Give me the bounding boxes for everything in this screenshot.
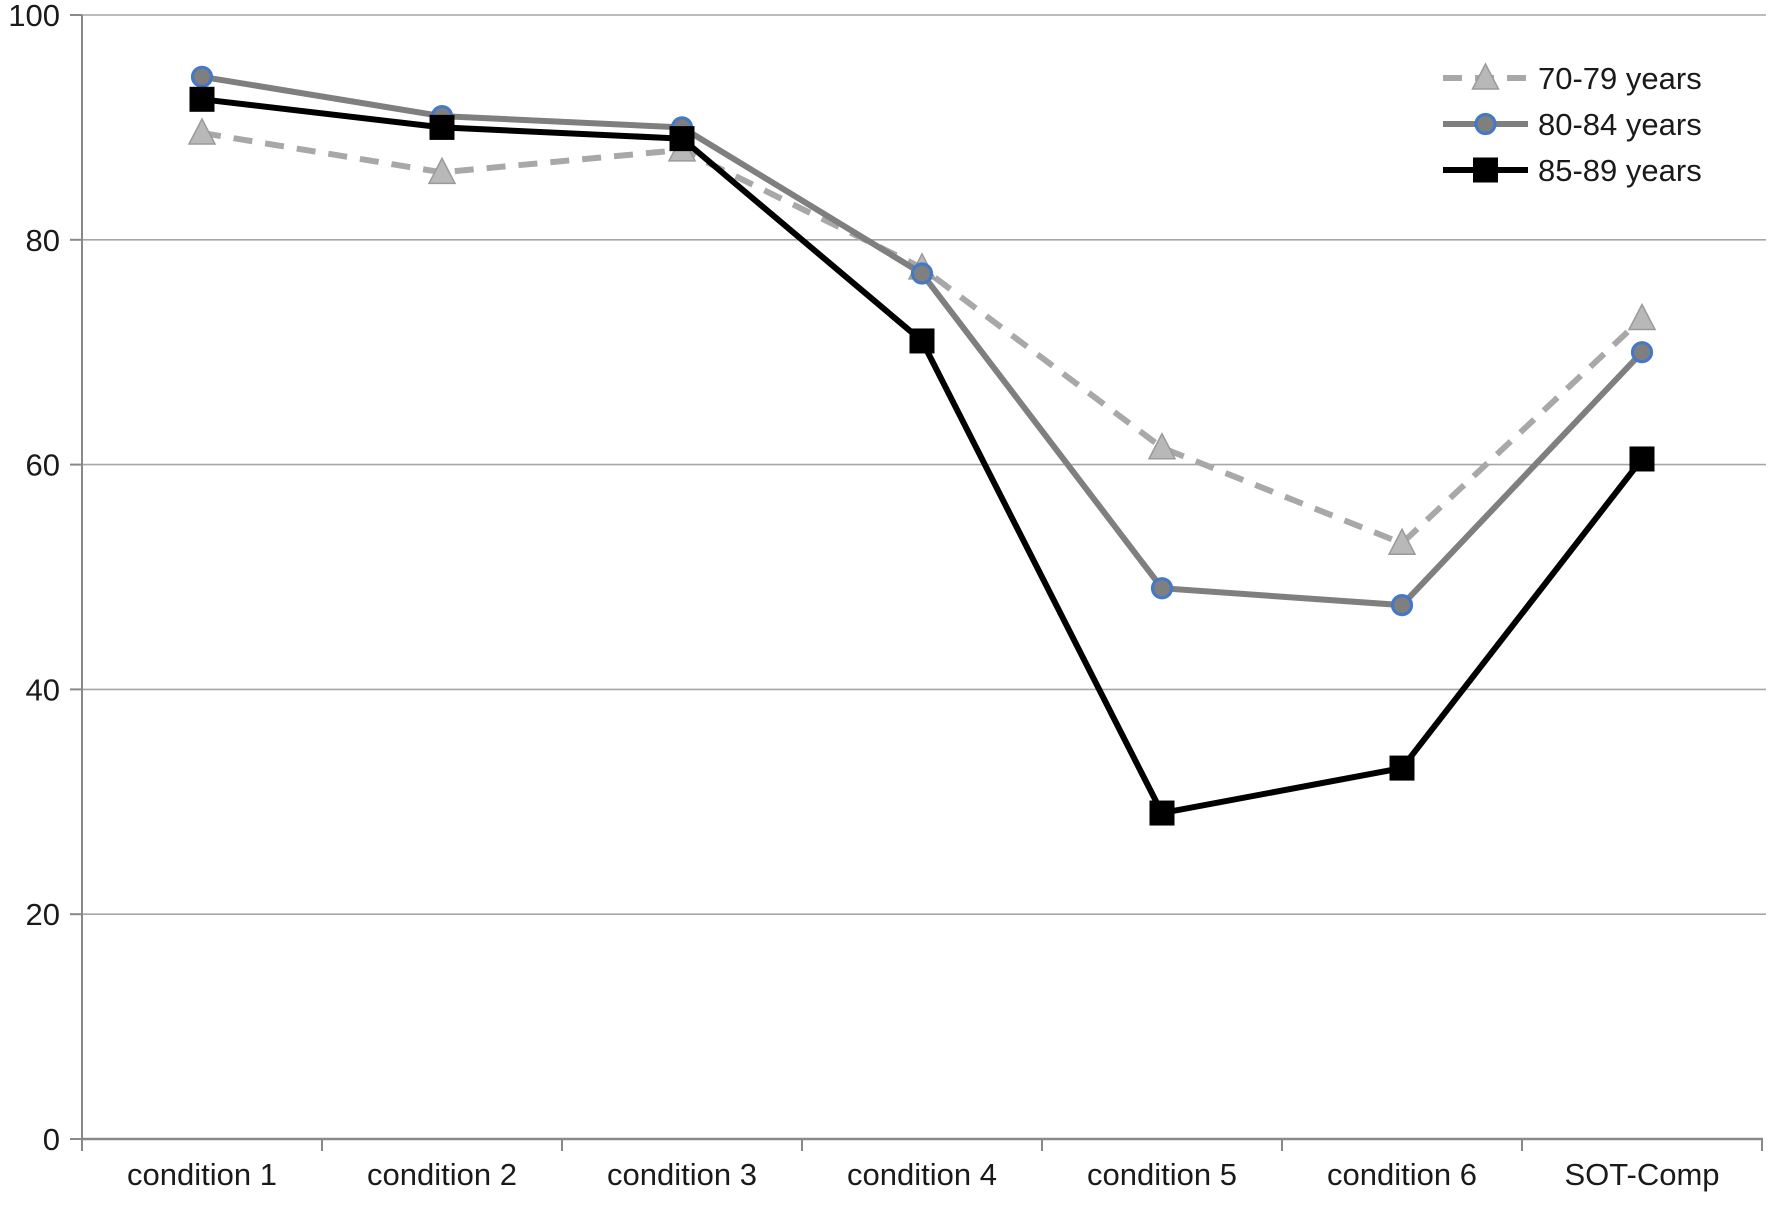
triangle-marker (1627, 302, 1657, 331)
circle-marker (910, 262, 934, 285)
square-marker (429, 114, 455, 140)
x-category-label: condition 3 (607, 1157, 757, 1192)
legend-label: 70-79 years (1538, 61, 1702, 96)
circle-marker (1630, 341, 1654, 364)
square-marker (1473, 157, 1498, 183)
x-category-label: condition 4 (847, 1157, 997, 1192)
x-category-label: condition 5 (1087, 1157, 1237, 1192)
legend-label: 85-89 years (1538, 153, 1702, 188)
x-category-label: condition 1 (127, 1157, 277, 1192)
legend-label: 80-84 years (1538, 107, 1702, 142)
square-marker (1149, 800, 1175, 826)
y-tick-label: 100 (8, 0, 60, 33)
triangle-marker (1147, 432, 1177, 460)
square-marker (669, 126, 695, 152)
square-marker (189, 86, 215, 112)
triangle-marker (427, 156, 457, 185)
x-category-label: SOT-Comp (1564, 1157, 1719, 1192)
triangle-marker (1387, 527, 1417, 556)
y-tick-label: 20 (26, 897, 60, 932)
y-tick-label: 60 (26, 448, 60, 483)
x-category-label: condition 6 (1327, 1157, 1477, 1192)
triangle-marker (1471, 62, 1500, 90)
square-marker (1629, 446, 1655, 472)
y-tick-label: 40 (26, 672, 60, 707)
y-tick-label: 80 (26, 223, 60, 258)
circle-marker (190, 65, 214, 88)
x-category-label: condition 2 (367, 1157, 517, 1192)
y-tick-label: 0 (43, 1122, 60, 1157)
square-marker (909, 328, 935, 354)
circle-marker (1150, 577, 1174, 600)
triangle-marker (187, 117, 217, 145)
series-line-85-89-years (201, 96, 1645, 817)
circle-marker (1474, 112, 1497, 136)
circle-marker (1390, 593, 1414, 617)
square-marker (1389, 755, 1415, 781)
